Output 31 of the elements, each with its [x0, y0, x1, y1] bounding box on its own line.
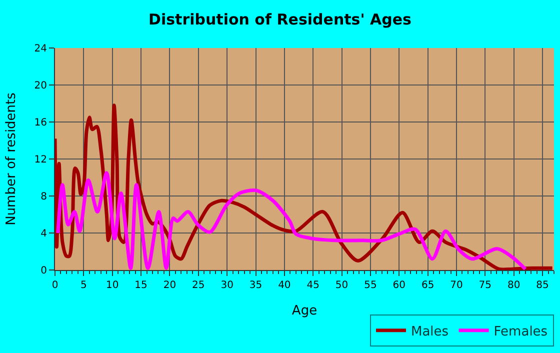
line-series	[56, 171, 528, 270]
chart-title: Distribution of Residents' Ages	[148, 10, 412, 29]
x-tick-label: 75	[478, 280, 492, 291]
x-tick-label: 50	[335, 280, 348, 291]
x-tick-label: 30	[220, 280, 234, 291]
x-tick-label: 45	[306, 280, 320, 291]
y-tick-label: 4	[40, 228, 47, 240]
x-tick-label: 40	[278, 280, 291, 291]
x-tick-label: 80	[507, 280, 520, 291]
y-tick-label: 16	[34, 118, 47, 128]
x-tick-label: 10	[106, 280, 119, 291]
legend-label: Males	[411, 324, 449, 340]
y-tick-label: 12	[34, 154, 47, 166]
y-tick-label: 24	[34, 44, 47, 54]
y-tick-label: 8	[40, 192, 47, 202]
legend-label: Females	[494, 324, 548, 340]
x-tick-label: 85	[536, 280, 549, 291]
y-tick-label: 0	[40, 266, 47, 276]
x-tick-label: 0	[52, 280, 58, 291]
x-tick-label: 20	[163, 280, 176, 291]
x-tick-label: 5	[80, 280, 87, 291]
x-axis-title: Age	[292, 304, 318, 319]
x-tick-label: 60	[392, 280, 406, 291]
x-tick-label: 65	[421, 280, 434, 291]
x-tick-label: 70	[450, 280, 463, 291]
x-tick-label: 55	[364, 280, 377, 291]
y-tick-label: 20	[34, 80, 47, 92]
x-tick-label: 25	[192, 280, 205, 291]
y-axis-title: Number of residents	[4, 92, 20, 226]
x-tick-label: 15	[134, 280, 148, 291]
x-tick-label: 35	[249, 280, 262, 291]
